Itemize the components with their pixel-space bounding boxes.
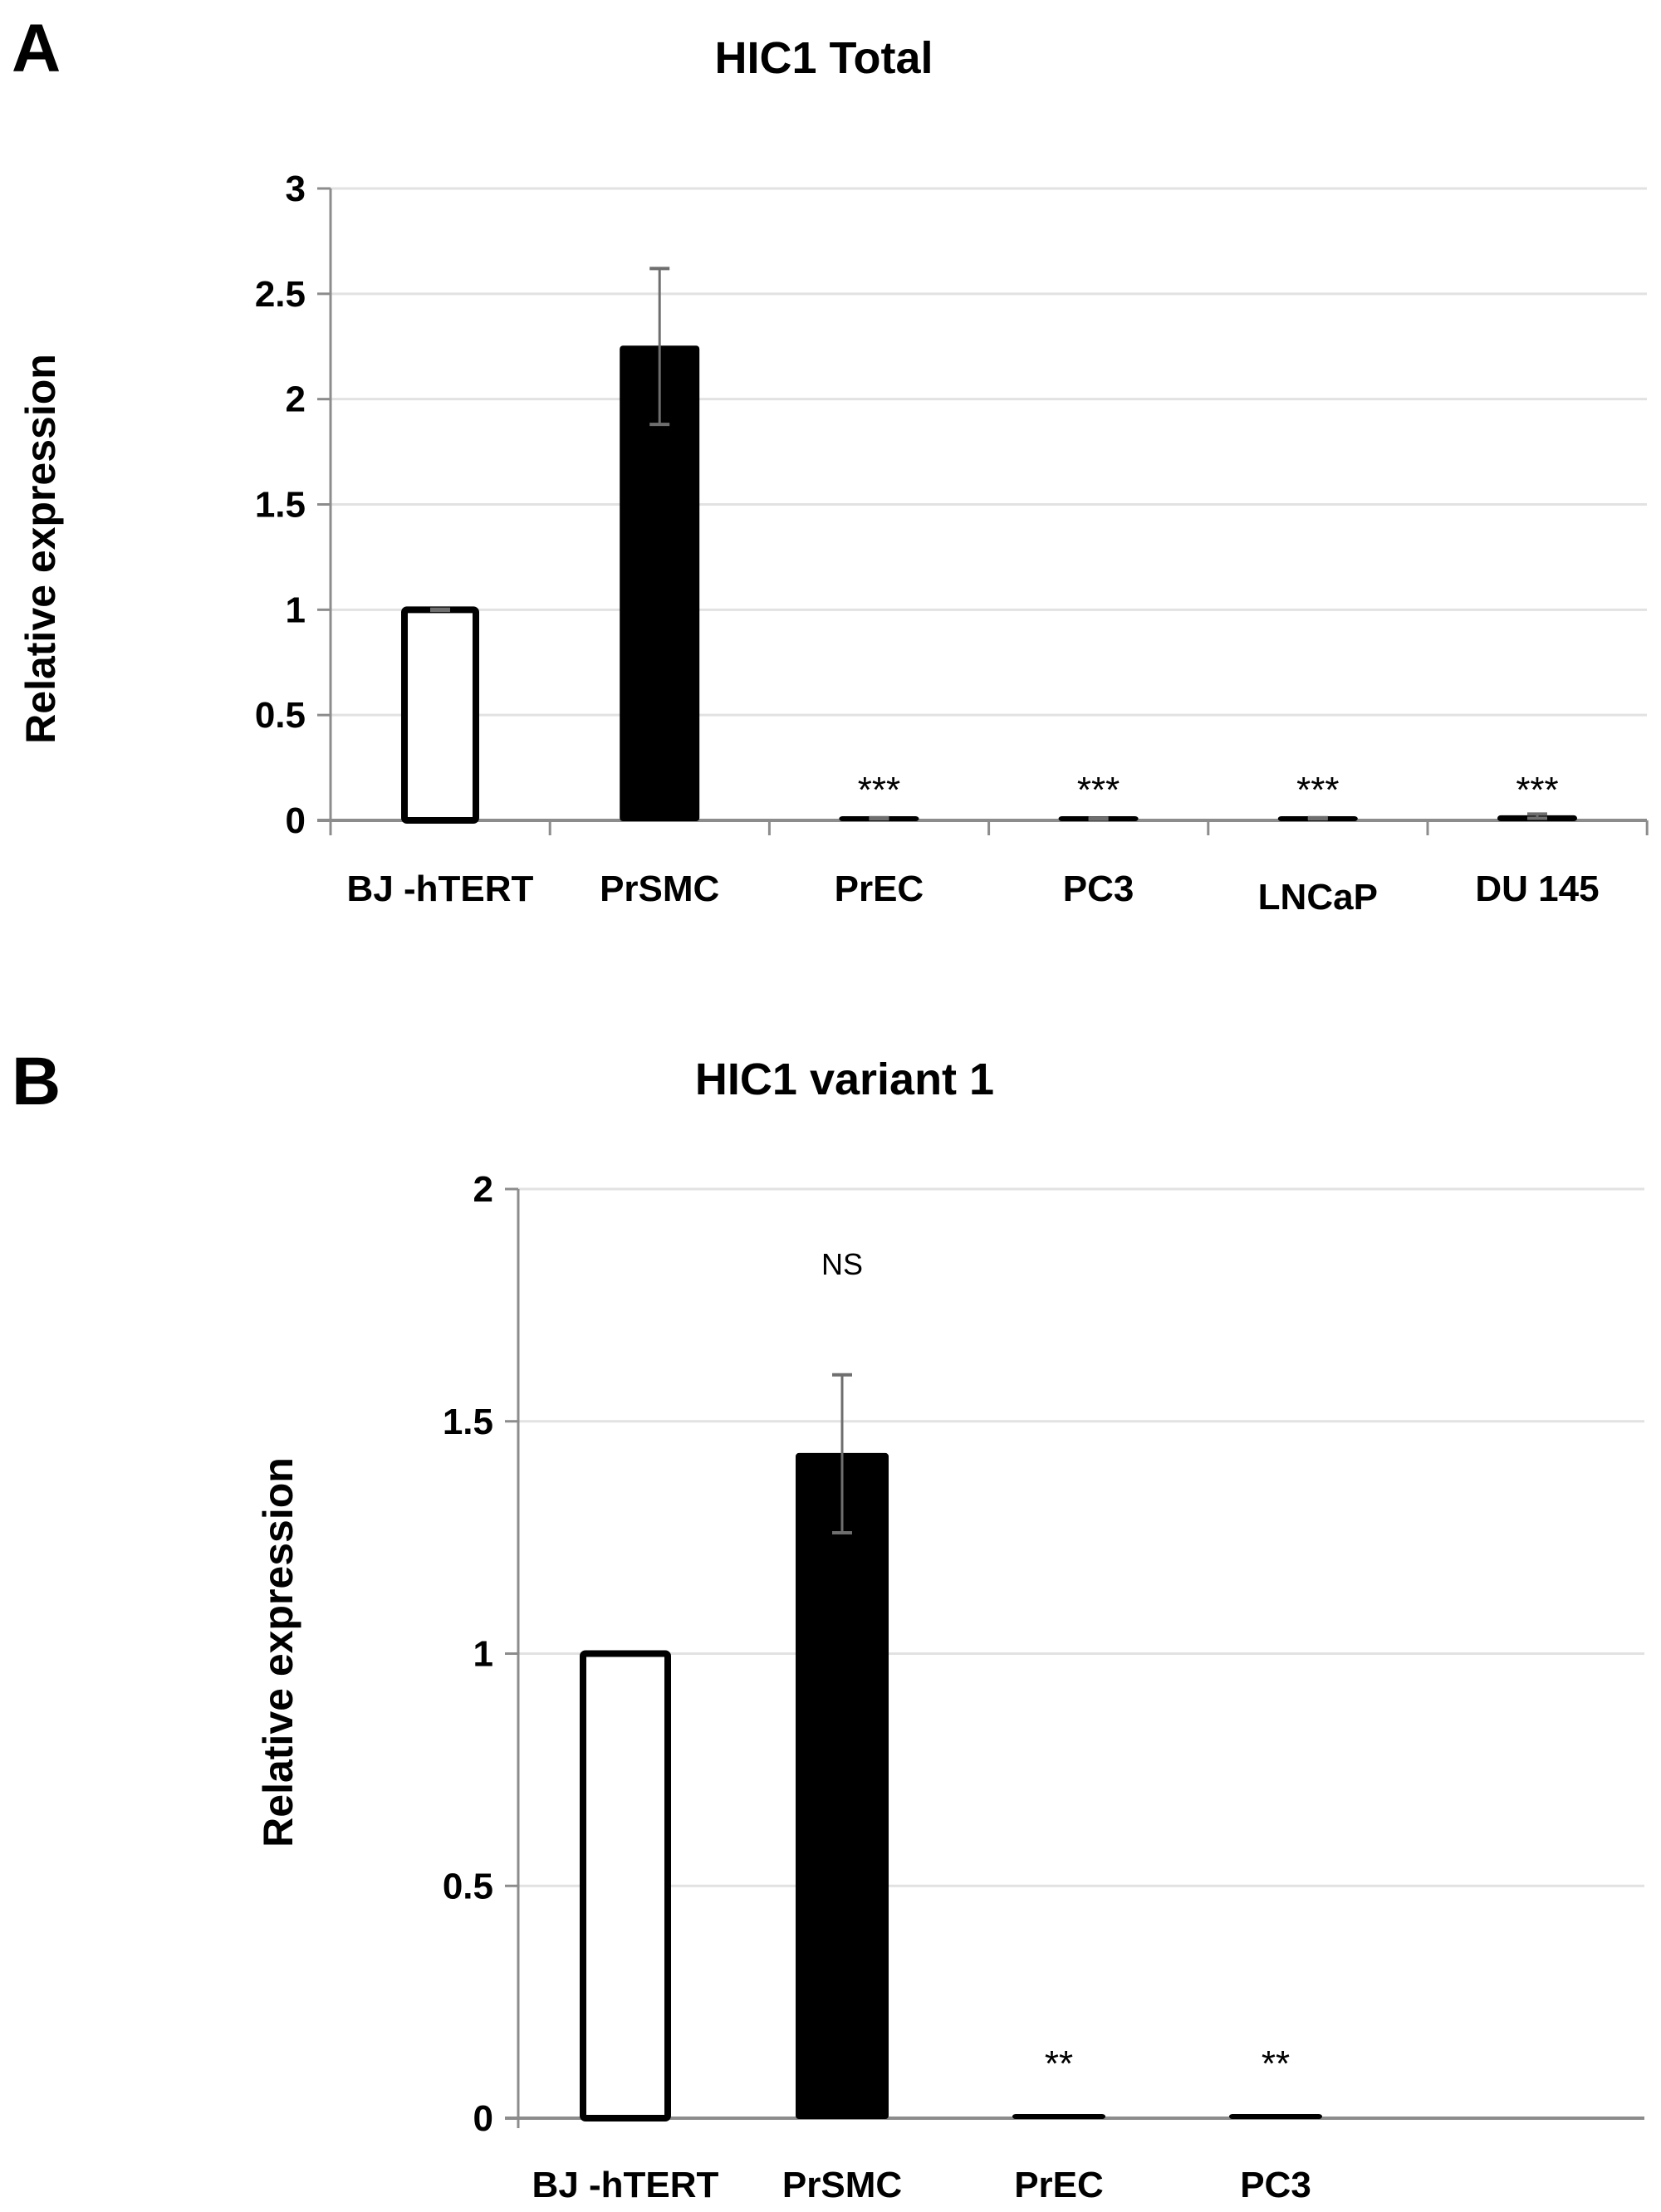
significance-stars: *** [1296, 770, 1339, 810]
significance-stars: *** [1077, 770, 1120, 810]
bar-bj--htert [401, 606, 479, 824]
x-tick-label: PrEC [835, 869, 924, 909]
x-tick-label: PrSMC [600, 869, 719, 909]
significance-stars: ** [1262, 2043, 1290, 2084]
y-tick-label: 0 [286, 800, 306, 841]
chart-a-title: HIC1 Total [714, 33, 933, 83]
chart-b-title: HIC1 variant 1 [695, 1055, 994, 1104]
panel-label-b: B [12, 1044, 61, 1119]
chart-b-ylabel: Relative expression [255, 1457, 301, 1847]
y-tick-label: 0 [473, 2098, 493, 2139]
y-tick-label: 3 [286, 169, 306, 209]
y-tick-label: 0.5 [443, 1866, 493, 1906]
bar-pc3 [1229, 2114, 1322, 2119]
y-tick-label: 1 [286, 590, 306, 630]
significance-stars: ** [1045, 2043, 1073, 2084]
y-tick-label: 1.5 [255, 485, 306, 526]
x-tick-label: LNCaP [1258, 877, 1378, 918]
significance-label: NS [821, 1247, 863, 1281]
bar-bj--htert [580, 1650, 671, 2121]
y-tick-label: 2 [473, 1169, 493, 1210]
significance-stars: *** [858, 770, 900, 810]
x-tick-label: DU 145 [1475, 869, 1599, 909]
y-tick-label: 2 [286, 379, 306, 420]
x-tick-label: PrEC [1014, 2165, 1104, 2205]
chart-b-plot: 0 0.5 1 1.5 2 BJ -hTERT PrSMC NS PrEC ** PC3 ** [443, 1169, 1644, 2205]
x-tick-label: PC3 [1063, 869, 1134, 909]
y-tick-label: 2.5 [255, 274, 306, 315]
x-tick-label: PC3 [1240, 2165, 1311, 2205]
y-tick-label: 1.5 [443, 1402, 493, 1442]
x-tick-label: BJ -hTERT [347, 869, 534, 909]
x-tick-label: BJ -hTERT [532, 2165, 719, 2205]
panel-label-a: A [12, 11, 61, 86]
chart-a-ylabel: Relative expression [17, 354, 64, 744]
significance-stars: *** [1516, 770, 1558, 810]
y-tick-label: 0.5 [255, 695, 306, 736]
x-tick-label: PrSMC [782, 2165, 902, 2205]
chart-a-plot: 0 0.5 1 1.5 2 2.5 3 BJ -hTERT PrSMC PrEC *** PC3 ***… [255, 169, 1649, 918]
bar-prsmc [796, 1452, 889, 2120]
y-tick-label: 1 [473, 1634, 493, 1675]
bar-prec [1012, 2114, 1105, 2119]
